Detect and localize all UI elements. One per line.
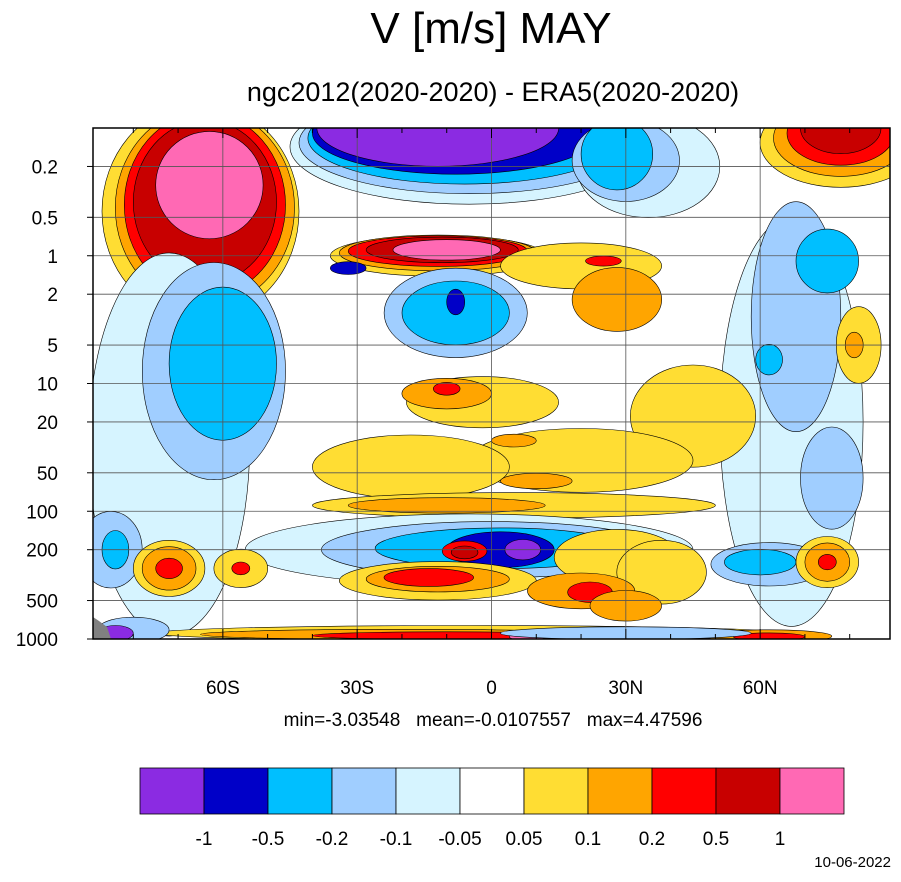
colorbar-swatch xyxy=(716,768,780,814)
colorbar-swatch xyxy=(396,768,460,814)
colorbar-swatch xyxy=(460,768,524,814)
contour-region xyxy=(451,546,478,559)
y-tick-label: 500 xyxy=(26,592,58,613)
colorbar-swatch xyxy=(524,768,588,814)
y-tick-label: 1000 xyxy=(16,630,58,651)
colorbar-swatch xyxy=(780,768,844,814)
contour-region xyxy=(796,229,859,293)
colorbar-swatch xyxy=(588,768,652,814)
colorbar-label: 0.5 xyxy=(703,829,729,850)
y-tick-label: 0.2 xyxy=(32,157,58,178)
y-tick-label: 10 xyxy=(37,375,58,396)
x-tick-label: 60S xyxy=(206,678,240,699)
colorbar-label: -1 xyxy=(196,829,213,850)
colorbar-label: -0.5 xyxy=(252,829,285,850)
stats-line: min=-3.03548 mean=-0.0107557 max=4.47596 xyxy=(0,709,901,733)
contour-region xyxy=(312,435,509,499)
contour-region xyxy=(756,344,783,375)
contour-region xyxy=(801,427,864,529)
colorbar-label: 0.2 xyxy=(639,829,665,850)
y-tick-label: 5 xyxy=(47,336,58,357)
contour-region xyxy=(447,289,465,315)
colorbar-label: 0.05 xyxy=(506,829,543,850)
colorbar-label: 1 xyxy=(775,829,786,850)
x-tick-label: 60N xyxy=(743,678,778,699)
contour-region xyxy=(330,262,366,275)
colorbar-swatch xyxy=(268,768,332,814)
colorbar-label: -0.05 xyxy=(438,829,481,850)
contour-region xyxy=(393,240,500,260)
plot-area: 60S 30S 0 30N 60N 0.2 0.5 1 2 5 10 20 50 100 200 500 10… xyxy=(16,89,901,699)
contour-region xyxy=(348,498,545,513)
stat-max: 4.47596 xyxy=(634,710,703,731)
y-tick-label: 20 xyxy=(37,413,58,434)
colorbar-label: -0.1 xyxy=(380,829,413,850)
date-stamp: 10-06-2022 xyxy=(814,854,891,872)
contour-region xyxy=(156,558,183,578)
contour-region xyxy=(492,434,537,447)
contour-region xyxy=(384,569,474,587)
y-tick-label: 2 xyxy=(47,285,58,306)
chart: 60S 30S 0 30N 60N 0.20.512510205010020050010… xyxy=(0,0,901,882)
y-tick-label: 50 xyxy=(37,464,58,485)
contour-region xyxy=(156,131,263,238)
colorbar-swatch xyxy=(652,768,716,814)
stat-max-label: max= xyxy=(571,710,634,731)
contour-region xyxy=(433,382,460,395)
chart-subtitle: ngc2012(2020-2020) - ERA5(2020-2020) xyxy=(0,76,901,108)
stat-mean: -0.0107557 xyxy=(475,710,571,731)
x-tick-label: 0 xyxy=(486,678,497,699)
y-tick-label: 200 xyxy=(26,541,58,562)
y-tick-label: 1 xyxy=(47,247,58,268)
contour-region xyxy=(501,473,573,488)
contour-region xyxy=(581,118,653,190)
colorbar-label: -0.2 xyxy=(316,829,349,850)
colorbar-swatch xyxy=(204,768,268,814)
y-axis: 0.2 0.5 1 2 5 10 20 50 100 200 500 1000 xyxy=(16,157,93,651)
contour-region xyxy=(572,268,662,332)
stat-mean-label: mean= xyxy=(400,710,474,731)
stat-min-label: min= xyxy=(284,710,326,731)
colorbar-swatch xyxy=(140,768,204,814)
colorbar-swatch xyxy=(332,768,396,814)
chart-title: V [m/s] MAY xyxy=(0,4,901,54)
contour-region xyxy=(586,256,622,266)
x-tick-label: 30S xyxy=(340,678,374,699)
colorbar: -1 -0.5 -0.2 -0.1 -0.05 0.05 0.1 0.2 0.5 1 xyxy=(140,768,844,850)
x-tick-label: 30N xyxy=(608,678,643,699)
y-tick-label: 0.5 xyxy=(32,208,58,229)
stat-min: -3.03548 xyxy=(325,710,400,731)
y-tick-label: 100 xyxy=(26,502,58,523)
contour-region xyxy=(232,562,250,575)
contour-region xyxy=(818,554,836,569)
colorbar-label: 0.1 xyxy=(575,829,601,850)
